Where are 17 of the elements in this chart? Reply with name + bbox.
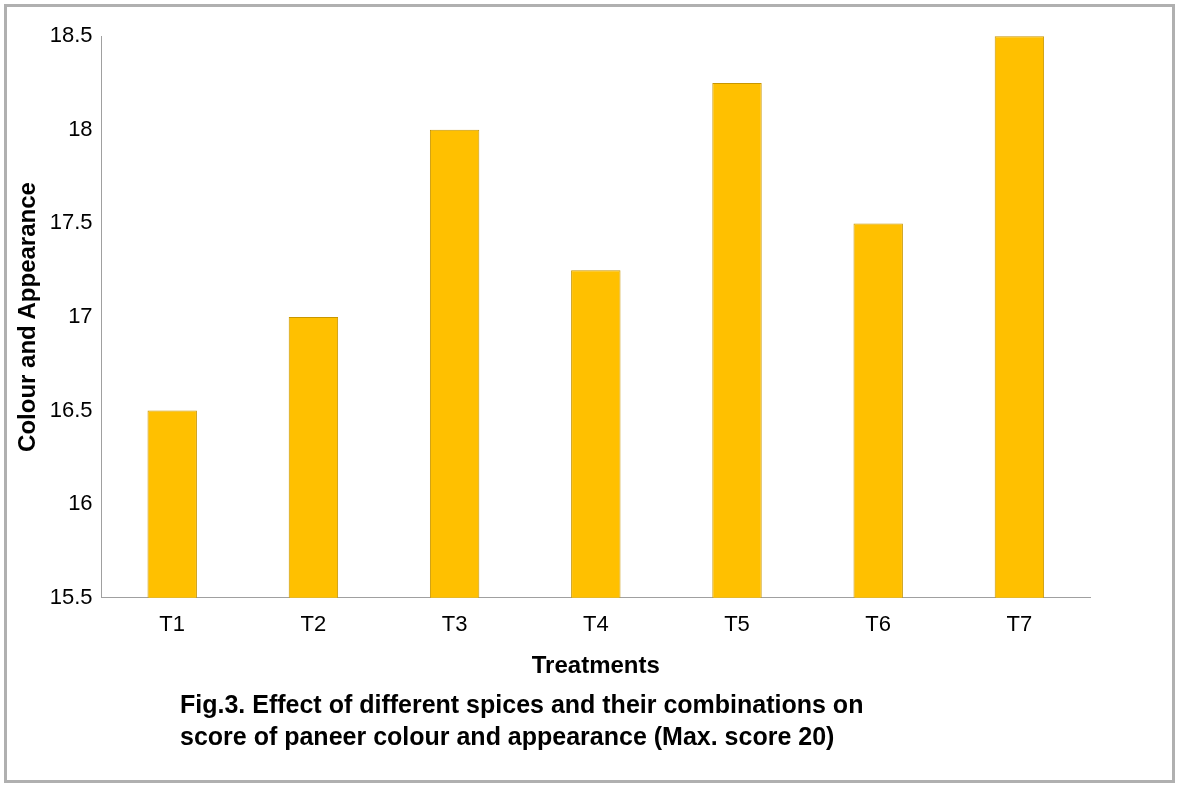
x-tick-label: T2 [300,611,327,637]
x-tick-label: T3 [441,611,468,637]
y-tick-label: 18 [68,115,93,141]
x-tick-label: T6 [865,611,892,637]
y-tick-label: 16.5 [49,396,93,422]
x-tick-label: T7 [1006,611,1033,637]
x-tick-label: T1 [159,611,186,637]
y-tick-label: 16 [68,490,93,516]
y-tick-label: 15.5 [49,583,93,609]
x-tick-label: T4 [582,611,609,637]
text: Fig.3. Effect of different spices and their combinations on score of paneer colour and appearance (Max. score 20) [180,689,865,752]
x-tick-label: T5 [724,611,750,637]
y-tick-label: 17.5 [49,209,93,235]
y-tick-label: 17 [68,303,93,329]
x-axis-title: Treatments [531,651,660,679]
y-tick-label: 18.5 [49,22,93,48]
y-axis-title: Colour and Appearance [13,182,41,452]
